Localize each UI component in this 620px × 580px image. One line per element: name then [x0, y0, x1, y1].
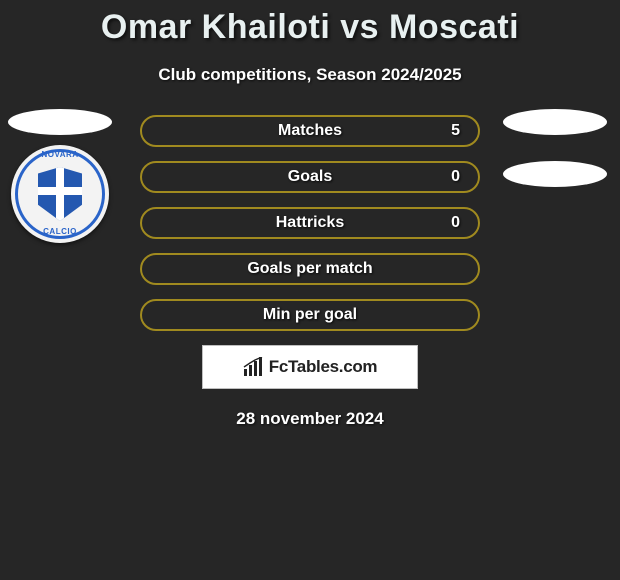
- stat-row-goals: Goals 0: [140, 161, 480, 193]
- stat-row-min-per-goal: Min per goal: [140, 299, 480, 331]
- stat-label: Min per goal: [263, 306, 357, 324]
- footer-date: 28 november 2024: [0, 409, 620, 429]
- player-right-ellipse-1: [503, 109, 607, 135]
- stat-value-right: 0: [451, 214, 460, 232]
- badge-shield-icon: [38, 167, 82, 221]
- stat-value-right: 5: [451, 122, 460, 140]
- page-subtitle: Club competitions, Season 2024/2025: [0, 65, 620, 85]
- badge-bottom-text: CALCIO: [18, 227, 102, 236]
- stats-panel: Matches 5 Goals 0 Hattricks 0 Goals per …: [140, 115, 480, 331]
- content-area: NOVARA CALCIO Matches 5 Goals 0 Hattrick…: [0, 115, 620, 429]
- stat-label: Goals per match: [247, 260, 372, 278]
- player-right-ellipse-2: [503, 161, 607, 187]
- stat-row-matches: Matches 5: [140, 115, 480, 147]
- stat-label: Goals: [288, 168, 332, 186]
- branding-box[interactable]: FcTables.com: [202, 345, 418, 389]
- right-column: [495, 115, 615, 195]
- bar-chart-icon: [243, 357, 265, 377]
- stat-row-goals-per-match: Goals per match: [140, 253, 480, 285]
- left-column: NOVARA CALCIO: [5, 115, 115, 243]
- stat-row-hattricks: Hattricks 0: [140, 207, 480, 239]
- stat-value-right: 0: [451, 168, 460, 186]
- branding-text: FcTables.com: [269, 357, 378, 377]
- stat-label: Matches: [278, 122, 342, 140]
- badge-top-text: NOVARA: [18, 150, 102, 159]
- page-title: Omar Khailoti vs Moscati: [0, 0, 620, 47]
- stat-label: Hattricks: [276, 214, 344, 232]
- club-badge-left: NOVARA CALCIO: [11, 145, 109, 243]
- player-left-ellipse: [8, 109, 112, 135]
